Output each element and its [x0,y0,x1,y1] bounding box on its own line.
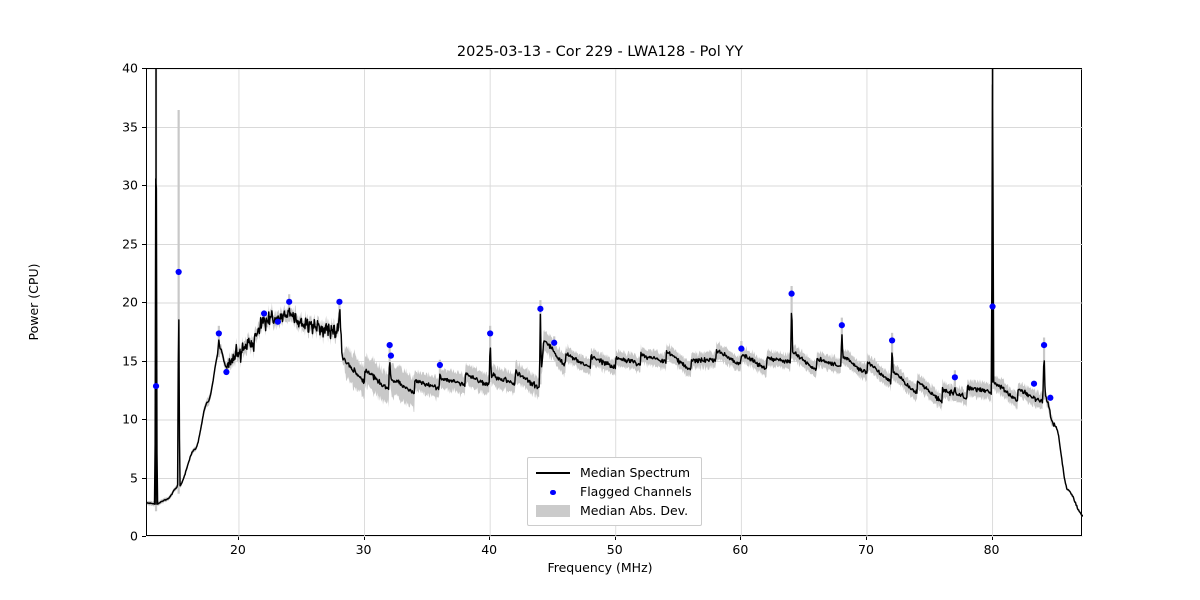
median-abs-dev-band [147,76,1083,518]
flagged-channel-marker [1047,394,1054,401]
flagged-channel-marker [738,345,745,352]
flagged-channel-markers [152,268,1054,401]
flagged-channel-marker [336,298,343,305]
y-tick-mark [142,126,146,128]
x-tick-label: 30 [355,542,372,557]
flagged-channel-marker [387,352,395,359]
x-tick-label: 70 [858,542,874,557]
x-tick-label: 60 [732,542,749,557]
y-tick-label: 5 [130,470,138,485]
y-tick-mark [142,243,146,245]
legend-patch-swatch [535,504,571,518]
legend-item-flagged-channels: Flagged Channels [535,482,692,501]
flagged-channel-marker [152,382,160,390]
x-tick-label: 80 [983,542,1000,557]
y-tick-label: 15 [122,353,138,368]
legend-label: Flagged Channels [580,484,692,499]
legend-item-median-abs-dev: Median Abs. Dev. [535,501,692,520]
flagged-channel-marker [989,303,996,310]
y-tick-label: 20 [122,294,138,310]
y-tick-label: 0 [130,528,138,544]
flagged-channel-marker [286,298,293,305]
x-tick-mark [614,536,616,540]
legend-label: Median Abs. Dev. [580,503,689,518]
y-tick-label: 40 [122,60,138,76]
y-tick-label: 25 [122,236,138,251]
y-tick-mark [142,536,146,537]
spike-mad-whiskers [154,69,1046,512]
flagged-channel-marker [1040,342,1048,349]
x-tick-mark [489,536,491,540]
flagged-channel-marker [951,374,958,381]
flagged-channel-marker [215,330,222,337]
legend-dot-swatch [535,485,571,499]
flagged-channel-marker [487,330,494,337]
x-tick-mark [991,536,993,540]
flagged-channel-marker [260,310,268,317]
flagged-channel-marker [838,322,845,329]
y-tick-mark [142,185,146,186]
y-axis-label: Power (CPU) [26,263,41,341]
x-tick-label: 20 [229,542,246,557]
x-tick-mark [363,536,365,540]
flagged-channel-marker [788,290,795,297]
y-tick-mark [142,68,146,69]
flagged-channel-marker [888,337,896,344]
x-tick-label: 40 [481,542,498,557]
flagged-channel-marker [386,342,393,349]
x-tick-label: 50 [606,542,623,557]
legend-label: Median Spectrum [580,465,691,480]
page-title: 2025-03-13 - Cor 229 - LWA128 - Pol YY [456,44,744,60]
flagged-channel-marker [223,368,230,376]
flagged-channel-marker [1030,380,1038,387]
legend-line-swatch [535,466,571,480]
x-tick-mark [865,536,867,540]
x-axis-label: Frequency (MHz) [547,560,653,575]
x-tick-mark [740,536,742,540]
x-tick-mark [237,536,239,540]
y-tick-mark [142,302,146,303]
flagged-channel-marker [274,318,281,325]
y-tick-mark [142,419,146,420]
y-tick-label: 35 [122,119,138,134]
flagged-channel-marker [537,305,544,312]
y-tick-label: 30 [122,177,138,193]
legend: Median Spectrum Flagged Channels Median … [527,457,702,526]
y-tick-mark [142,477,146,479]
flagged-channel-marker [436,361,444,369]
y-tick-label: 10 [122,411,138,427]
flagged-channel-marker [175,268,182,276]
median-spectrum-line [147,69,1083,517]
legend-item-median-spectrum: Median Spectrum [535,463,692,482]
y-tick-mark [142,360,146,362]
flagged-channel-marker [551,339,558,346]
